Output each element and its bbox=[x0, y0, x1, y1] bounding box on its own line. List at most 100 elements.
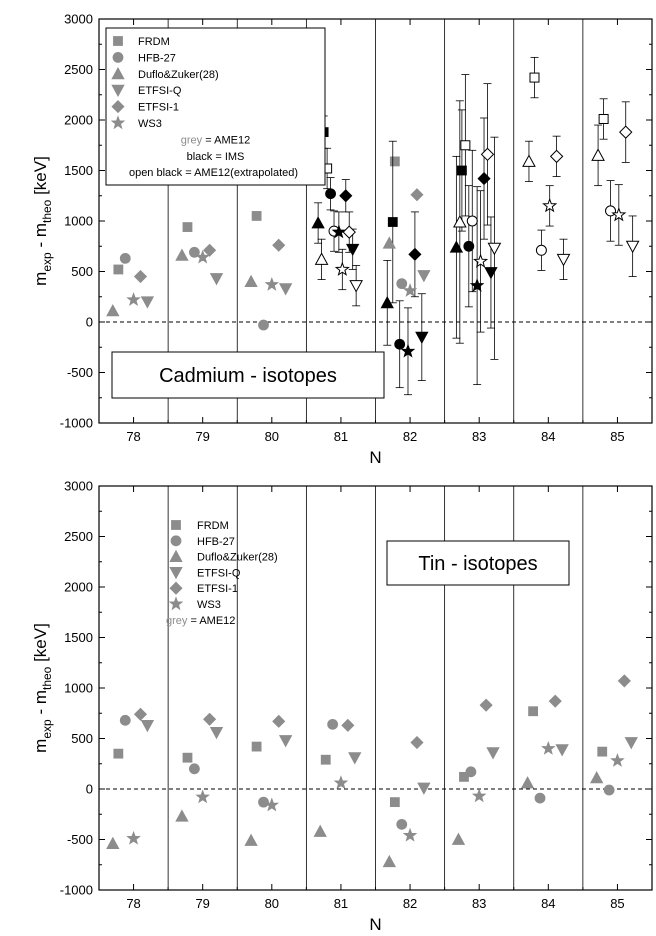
data-point-square bbox=[251, 211, 262, 221]
x-tick-label: 82 bbox=[403, 429, 417, 444]
data-point-triangle-up bbox=[590, 771, 604, 784]
data-point-triangle-up bbox=[244, 833, 258, 846]
annotation-box bbox=[386, 540, 570, 586]
data-point-circle bbox=[465, 766, 477, 778]
data-point-diamond bbox=[477, 172, 491, 186]
data-point-circle bbox=[463, 240, 475, 252]
legend-marker-triangle-down bbox=[111, 84, 125, 98]
data-point-diamond bbox=[548, 694, 562, 708]
data-point-star bbox=[611, 206, 627, 222]
data-point-square bbox=[529, 72, 540, 83]
x-tick-label: 78 bbox=[126, 429, 140, 444]
legend-label: WS3 bbox=[197, 599, 221, 611]
x-tick-label: 81 bbox=[334, 896, 348, 911]
data-point-diamond bbox=[410, 735, 424, 750]
annotation-text: Tin - isotopes bbox=[418, 553, 537, 575]
tin-panel: -1000 -500 0 500 1000 1500 2000 2500 3000 78 79 80 8… bbox=[31, 479, 653, 934]
cadmium-panel: -1000 -500 0 500 1000 1500 2000 2500 3000 78 79 80 8… bbox=[31, 12, 653, 467]
y-tick-label: 2500 bbox=[64, 62, 93, 77]
y-tick-label: 1500 bbox=[64, 163, 93, 178]
data-point-diamond bbox=[479, 698, 493, 712]
data-point-diamond bbox=[203, 712, 217, 726]
legend-marker-square bbox=[113, 36, 123, 46]
data-point-star bbox=[333, 775, 349, 790]
legend-note-text: = AME12 bbox=[202, 134, 250, 146]
data-point-triangle-up bbox=[449, 240, 464, 253]
data-point-triangle-down bbox=[417, 270, 431, 283]
x-tick-label: 85 bbox=[610, 429, 624, 444]
legend-note-key: grey bbox=[181, 134, 203, 146]
legend-note: grey = AME12 bbox=[166, 615, 235, 627]
data-point-square bbox=[182, 752, 193, 763]
data-point-square bbox=[598, 113, 609, 124]
x-tick-label: 83 bbox=[472, 896, 486, 911]
data-point-star bbox=[331, 224, 347, 239]
data-point-diamond bbox=[339, 189, 353, 203]
x-tick-label: 81 bbox=[334, 429, 348, 444]
legend-label: HFB-27 bbox=[138, 52, 176, 64]
data-point-triangle-up bbox=[451, 832, 466, 845]
data-point-triangle-up bbox=[591, 148, 605, 161]
data-point-square bbox=[457, 165, 467, 176]
data-point-diamond bbox=[342, 225, 356, 239]
data-point-circle bbox=[394, 338, 406, 350]
data-point-triangle-down bbox=[209, 273, 224, 286]
annotation-text: Cadmium - isotopes bbox=[159, 365, 337, 387]
y-tick-label: 500 bbox=[71, 264, 93, 279]
legend-note-text: open black = AME12(extrapolated) bbox=[129, 167, 298, 179]
legend-note: grey = AME12 bbox=[181, 134, 250, 146]
data-point-square bbox=[320, 754, 331, 765]
data-point-diamond bbox=[480, 147, 495, 162]
x-tick-label: 83 bbox=[472, 429, 486, 444]
data-point-diamond bbox=[272, 238, 286, 252]
legend-box bbox=[105, 27, 326, 186]
data-point-star bbox=[473, 253, 489, 268]
data-point-triangle-down bbox=[346, 243, 360, 257]
data-point-triangle-down bbox=[415, 331, 429, 344]
data-point-square bbox=[251, 741, 262, 752]
y-tick-label: -1000 bbox=[60, 883, 93, 898]
legend-label: ETFSI-Q bbox=[197, 567, 241, 579]
y-tick-label: 3000 bbox=[64, 12, 93, 27]
legend-marker-diamond bbox=[111, 100, 125, 114]
y-axis-label-part: [keV] bbox=[31, 623, 50, 666]
data-point-square bbox=[113, 264, 124, 275]
data-point-star bbox=[471, 788, 487, 803]
data-point-circle bbox=[258, 319, 269, 331]
x-tick-label: 85 bbox=[610, 896, 624, 911]
data-point-diamond bbox=[203, 243, 217, 257]
y-tick-label: 1500 bbox=[64, 630, 93, 645]
data-point-triangle-up bbox=[380, 295, 394, 309]
data-point-circle bbox=[188, 246, 200, 258]
data-point-square bbox=[387, 217, 398, 227]
data-point-triangle-down bbox=[625, 240, 640, 254]
data-point-diamond bbox=[619, 125, 633, 139]
legend-note-key: grey bbox=[166, 615, 188, 627]
x-tick-label: 84 bbox=[541, 896, 555, 911]
data-point-diamond bbox=[341, 718, 355, 732]
data-point-triangle-up bbox=[522, 154, 536, 167]
data-point-square bbox=[389, 156, 400, 167]
data-point-square bbox=[460, 140, 471, 151]
data-point-triangle-up bbox=[382, 236, 396, 249]
legend-label: HFB-27 bbox=[197, 536, 235, 548]
x-tick-label: 79 bbox=[195, 896, 209, 911]
data-point-triangle-down bbox=[417, 782, 431, 795]
data-point-triangle-down bbox=[487, 242, 502, 256]
data-point-diamond bbox=[549, 149, 564, 164]
data-point-star bbox=[469, 277, 485, 292]
y-axis-label-part: [keV] bbox=[31, 156, 50, 199]
data-point-star bbox=[264, 276, 280, 291]
legend-note: black = IMS bbox=[187, 151, 245, 163]
y-axis-label-part: m bbox=[31, 272, 50, 286]
y-axis-label: mexp - mtheo [keV] bbox=[31, 623, 54, 753]
legend-label: ETFSI-Q bbox=[138, 85, 182, 97]
data-point-triangle-down bbox=[484, 267, 498, 280]
y-axis-label-part: exp bbox=[40, 252, 54, 272]
legend-marker-diamond bbox=[169, 581, 183, 595]
data-point-circle bbox=[396, 278, 408, 290]
data-point-triangle-down bbox=[140, 296, 155, 309]
legend-marker-star bbox=[110, 115, 126, 130]
y-axis-label-part: - m bbox=[31, 223, 50, 252]
data-point-diamond bbox=[272, 714, 286, 728]
